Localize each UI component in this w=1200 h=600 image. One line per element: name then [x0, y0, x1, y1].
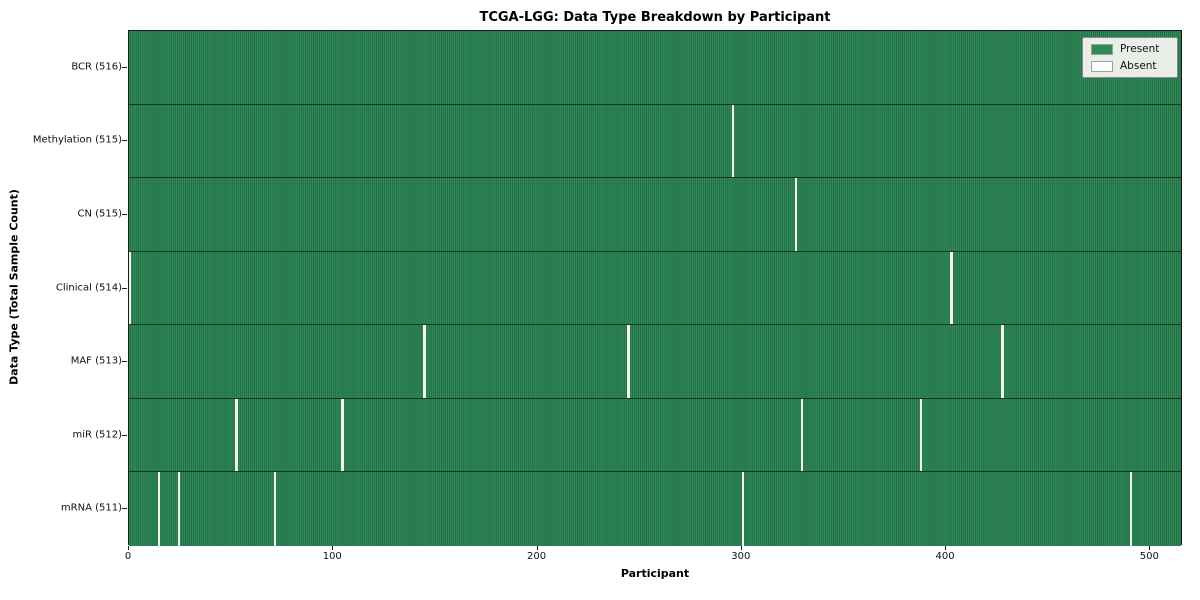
xtick-label-200: 200: [526, 551, 547, 562]
heatmap-row-methylation: [129, 104, 1181, 179]
ytick-label-mrna: mRNA (511): [60, 502, 122, 514]
heatmap-row-clinical: [129, 251, 1181, 326]
legend-label: Absent: [1120, 60, 1157, 72]
chart-title: TCGA-LGG: Data Type Breakdown by Partici…: [479, 10, 831, 25]
absent-cell: [423, 325, 426, 398]
xtick-label-100: 100: [322, 551, 342, 562]
heatmap-row-mir: [129, 398, 1181, 473]
legend-label: Present: [1120, 43, 1160, 55]
xtick-mark: [332, 546, 334, 550]
ytick-mark: [122, 508, 127, 510]
legend: Present Absent: [1082, 37, 1178, 78]
absent-cell: [741, 472, 745, 546]
xtick-mark: [1149, 546, 1151, 550]
heatmap-row-bcr: [129, 31, 1181, 105]
absent-cell: [1129, 472, 1133, 546]
xtick-label-300: 300: [731, 551, 751, 562]
ytick-mark: [122, 66, 127, 68]
xtick-mark: [536, 546, 538, 550]
xtick-label-400: 400: [935, 551, 955, 562]
ytick-label-maf: MAF (513): [70, 355, 122, 367]
absent-cell: [178, 472, 181, 546]
legend-swatch-icon: [1091, 43, 1113, 55]
heatmap-row-cn: [129, 178, 1181, 252]
absent-cell: [341, 398, 344, 472]
absent-cell: [235, 398, 238, 472]
absent-cell: [919, 398, 922, 472]
absent-cell: [950, 251, 953, 325]
ytick-mark: [122, 434, 127, 436]
absent-cell: [1001, 325, 1004, 398]
ytick-mark: [122, 140, 127, 142]
xtick-mark: [945, 546, 947, 550]
ytick-mark: [122, 361, 127, 363]
absent-cell: [794, 178, 798, 251]
plot-area: [128, 30, 1182, 546]
y-axis-label: Data Type (Total Sample Count): [7, 189, 21, 385]
heatmap-row-mrna: [129, 472, 1181, 546]
absent-cell: [627, 325, 630, 398]
ytick-label-methylation: Methylation (515): [32, 134, 122, 146]
absent-cell: [157, 472, 160, 546]
xtick-mark: [128, 546, 129, 550]
x-axis-label: Participant: [620, 567, 690, 580]
absent-cell: [274, 472, 277, 546]
absent-cell: [731, 104, 734, 178]
ytick-label-bcr: BCR (516): [71, 61, 122, 73]
absent-cell: [801, 398, 804, 472]
xtick-label-500: 500: [1139, 551, 1159, 562]
xtick-label-0: 0: [124, 551, 132, 562]
heatmap-row-maf: [129, 325, 1181, 399]
ytick-label-clinical: Clinical (514): [55, 282, 122, 293]
xtick-mark: [740, 546, 742, 550]
legend-item-absent: Absent: [1091, 60, 1169, 72]
legend-item-present: Present: [1091, 43, 1169, 55]
legend-swatch-icon: [1091, 60, 1113, 72]
ytick-mark: [122, 287, 127, 289]
ytick-label-mir: miR (512): [72, 429, 122, 441]
ytick-label-cn: CN (515): [77, 208, 122, 220]
ytick-mark: [122, 213, 127, 215]
absent-cell: [129, 251, 132, 325]
